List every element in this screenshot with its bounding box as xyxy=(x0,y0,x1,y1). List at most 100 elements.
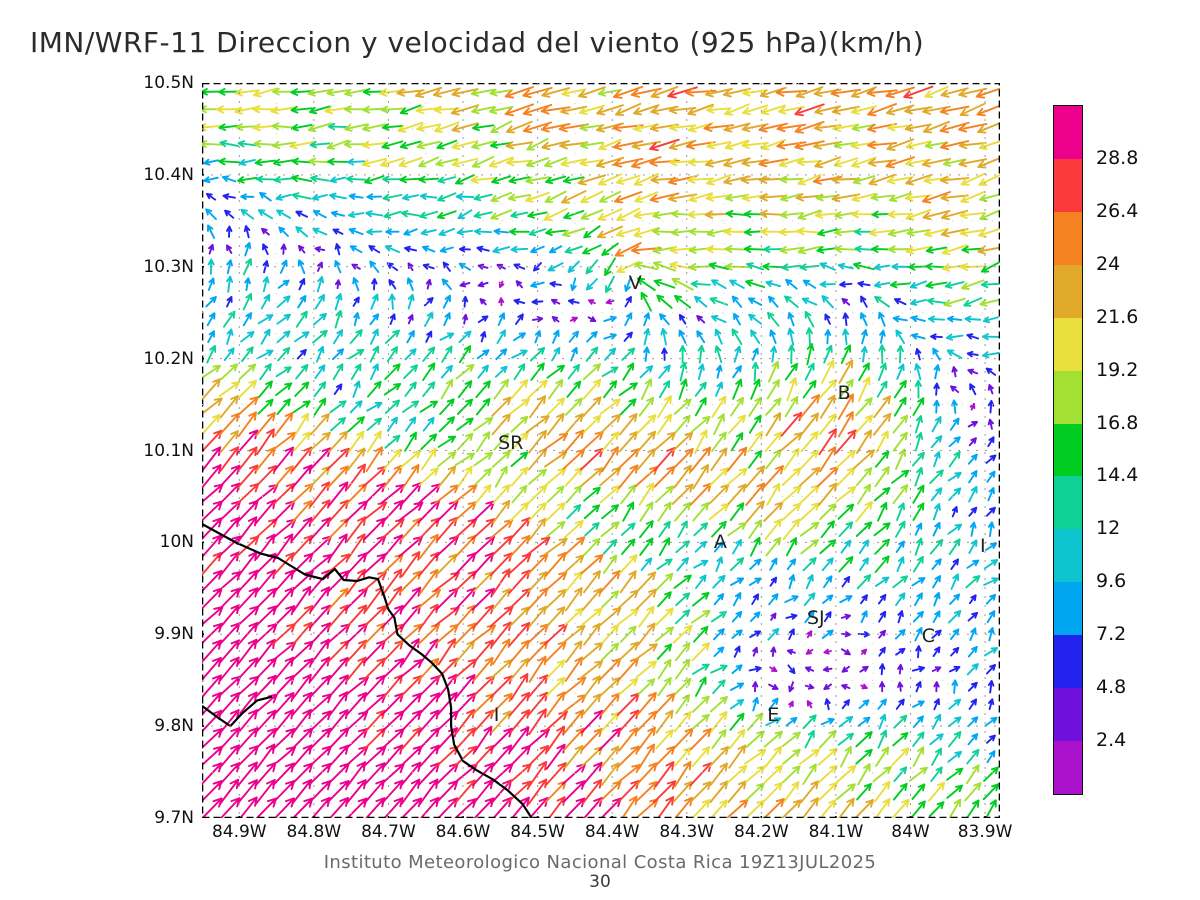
y-tick-label: 9.8N xyxy=(154,716,194,737)
wind-barb xyxy=(798,466,821,487)
wind-barb xyxy=(332,228,344,235)
wind-barb xyxy=(583,225,601,239)
colorbar-band xyxy=(1054,317,1082,371)
wind-barb xyxy=(422,362,436,381)
wind-barb xyxy=(727,483,747,505)
wind-barb xyxy=(566,380,582,398)
wind-barb xyxy=(276,209,292,219)
wind-barb xyxy=(601,366,619,377)
wind-barb xyxy=(455,364,475,380)
wind-barb xyxy=(311,193,328,201)
wind-barb xyxy=(479,298,487,306)
wind-barb xyxy=(383,210,402,219)
wind-barb xyxy=(859,665,869,673)
wind-barb xyxy=(312,329,328,344)
wind-barb xyxy=(297,295,307,309)
wind-barb xyxy=(929,733,944,746)
colorbar-band xyxy=(1054,688,1082,742)
wind-barb xyxy=(295,210,309,218)
wind-barb xyxy=(273,175,294,184)
wind-barb xyxy=(634,643,658,661)
wind-barb xyxy=(422,245,436,253)
wind-barb xyxy=(582,244,602,255)
wind-barb xyxy=(461,295,469,308)
wind-barb xyxy=(643,312,651,327)
wind-barb xyxy=(821,629,834,639)
wind-barb xyxy=(949,417,960,431)
wind-barb xyxy=(327,122,349,131)
wind-barb xyxy=(492,638,511,665)
wind-barb xyxy=(801,297,818,306)
wind-barb xyxy=(546,364,565,379)
wind-barb xyxy=(731,295,743,308)
wind-barb xyxy=(582,363,601,381)
wind-barb xyxy=(909,280,927,289)
wind-barb xyxy=(262,260,270,274)
wind-barb xyxy=(726,446,748,472)
wind-barb xyxy=(312,210,327,219)
wind-barb xyxy=(459,281,471,288)
wind-barb xyxy=(714,328,723,345)
wind-barb xyxy=(914,363,922,381)
wind-barb xyxy=(422,263,435,270)
wind-barb xyxy=(531,316,544,323)
wind-barb xyxy=(981,260,1000,273)
wind-barb xyxy=(423,297,434,307)
wind-barb xyxy=(458,262,472,271)
wind-barb xyxy=(804,730,815,749)
wind-barb xyxy=(768,593,779,606)
wind-barb xyxy=(660,328,668,346)
wind-barb xyxy=(494,365,508,378)
colorbar-tick-label: 28.8 xyxy=(1096,146,1139,169)
wind-barb xyxy=(548,379,564,400)
wind-barb xyxy=(730,432,744,452)
wind-barb xyxy=(545,228,567,237)
wind-barb xyxy=(877,729,888,749)
wind-barb xyxy=(802,380,817,399)
wind-barb xyxy=(389,313,396,326)
wind-barb xyxy=(914,537,923,556)
x-tick-label: 84W xyxy=(891,822,930,842)
wind-barb xyxy=(261,227,270,236)
wind-barb xyxy=(599,570,621,594)
wind-barb xyxy=(764,518,782,540)
wind-barb xyxy=(567,298,580,305)
wind-barb xyxy=(933,698,940,711)
wind-barb xyxy=(877,594,887,605)
wind-barb xyxy=(690,609,711,624)
y-tick-label: 10.5N xyxy=(143,73,194,93)
wind-barb xyxy=(475,380,491,399)
x-tick-label: 84.1W xyxy=(808,822,864,842)
wind-barb xyxy=(224,209,235,219)
wind-barb xyxy=(711,520,727,538)
wind-barb xyxy=(582,396,602,418)
wind-barb xyxy=(570,347,578,362)
wind-barb xyxy=(546,412,565,436)
wind-barb xyxy=(601,624,619,645)
wind-barb xyxy=(498,280,505,288)
wind-barb xyxy=(419,400,438,413)
wind-barb xyxy=(694,295,708,308)
wind-barb xyxy=(425,330,433,343)
wind-barb xyxy=(601,242,619,256)
wind-barb xyxy=(915,681,922,693)
wind-barb xyxy=(673,711,692,733)
wind-barb xyxy=(329,192,347,200)
wind-barb xyxy=(967,611,979,622)
wind-barb xyxy=(510,211,529,219)
wind-barb xyxy=(709,467,729,487)
wind-barb xyxy=(636,414,657,435)
wind-barb xyxy=(583,623,601,646)
wind-barb xyxy=(783,781,800,803)
wind-barb xyxy=(526,623,549,645)
wind-barb xyxy=(891,469,910,484)
wind-barb xyxy=(220,363,239,380)
wind-barb xyxy=(878,311,886,327)
wind-barb xyxy=(892,782,908,801)
wind-barb xyxy=(692,591,710,607)
wind-barb xyxy=(620,484,637,505)
wind-barb xyxy=(835,486,857,503)
wind-barb xyxy=(437,465,457,488)
wind-barb xyxy=(987,384,994,395)
wind-barb xyxy=(457,465,473,488)
